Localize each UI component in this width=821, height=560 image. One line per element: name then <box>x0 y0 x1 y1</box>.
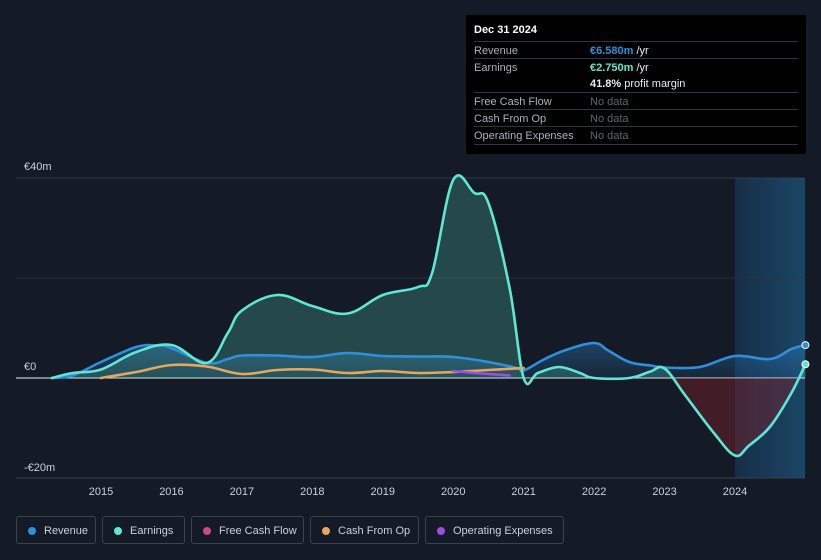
tooltip-fcf-label: Free Cash Flow <box>474 96 552 108</box>
legend-free-cash-flow[interactable]: Free Cash Flow <box>191 516 304 544</box>
tooltip-revenue-value: €6.580m /yr <box>590 45 649 57</box>
tooltip-margin: 41.8% profit margin <box>590 78 686 90</box>
tooltip-revenue-label: Revenue <box>474 45 519 57</box>
legend-fcf-dot-icon <box>203 527 211 535</box>
tooltip-cfo-label: Cash From Op <box>474 113 547 125</box>
x-tick-label: 2019 <box>371 486 395 498</box>
earnings-area-positive <box>51 175 806 378</box>
earnings-end-marker <box>801 360 810 369</box>
operating-expenses-line <box>451 369 511 377</box>
tooltip-row-revenue: Revenue €6.580m /yr <box>474 41 798 59</box>
tooltip-row-cfo: Cash From Op No data <box>474 109 798 127</box>
x-tick-label: 2015 <box>89 486 113 498</box>
x-tick-label: 2021 <box>511 486 535 498</box>
legend-operating-expenses[interactable]: Operating Expenses <box>425 516 564 544</box>
legend-revenue[interactable]: Revenue <box>16 516 96 544</box>
earnings-line <box>50 174 807 458</box>
x-tick-label: 2017 <box>230 486 254 498</box>
x-tick-label: 2023 <box>652 486 676 498</box>
tooltip-panel: Dec 31 2024 Revenue €6.580m /yr Earnings… <box>466 15 806 154</box>
tooltip-opex-label: Operating Expenses <box>474 130 574 142</box>
tooltip-row-fcf: Free Cash Flow No data <box>474 92 798 110</box>
legend-earnings-dot-icon <box>114 527 122 535</box>
legend-cash-from-op[interactable]: Cash From Op <box>310 516 419 544</box>
x-tick-label: 2022 <box>582 486 606 498</box>
tooltip-cfo-value: No data <box>590 113 629 125</box>
legend-fcf-label: Free Cash Flow <box>219 525 297 537</box>
tooltip-earnings-value: €2.750m /yr <box>590 62 649 74</box>
earnings-area-negative <box>51 378 806 456</box>
legend-revenue-label: Revenue <box>44 525 89 537</box>
x-tick-label: 2016 <box>159 486 183 498</box>
tooltip-opex-value: No data <box>590 130 629 142</box>
tooltip-fcf-value: No data <box>590 96 629 108</box>
legend-opex-label: Operating Expenses <box>453 525 553 537</box>
legend-revenue-dot-icon <box>28 527 36 535</box>
tooltip-row-margin: 41.8% profit margin <box>474 75 798 92</box>
tooltip-date: Dec 31 2024 <box>474 24 537 36</box>
legend-cfo-dot-icon <box>322 527 330 535</box>
x-tick-label: 2018 <box>300 486 324 498</box>
revenue-area <box>51 342 806 378</box>
y-tick-label: €0 <box>24 361 36 373</box>
tooltip-row-opex: Operating Expenses No data <box>474 126 798 145</box>
tooltip-row-earnings: Earnings €2.750m /yr <box>474 58 798 76</box>
legend-cfo-label: Cash From Op <box>338 525 411 537</box>
legend-earnings[interactable]: Earnings <box>102 516 185 544</box>
y-tick-label: -€20m <box>24 462 55 474</box>
revenue-end-marker <box>801 341 810 350</box>
revenue-line <box>50 341 807 380</box>
x-tick-label: 2020 <box>441 486 465 498</box>
tooltip-earnings-label: Earnings <box>474 62 518 74</box>
legend-earnings-label: Earnings <box>130 525 174 537</box>
x-tick-label: 2024 <box>723 486 747 498</box>
y-tick-label: €40m <box>24 161 52 173</box>
legend-opex-dot-icon <box>437 527 445 535</box>
